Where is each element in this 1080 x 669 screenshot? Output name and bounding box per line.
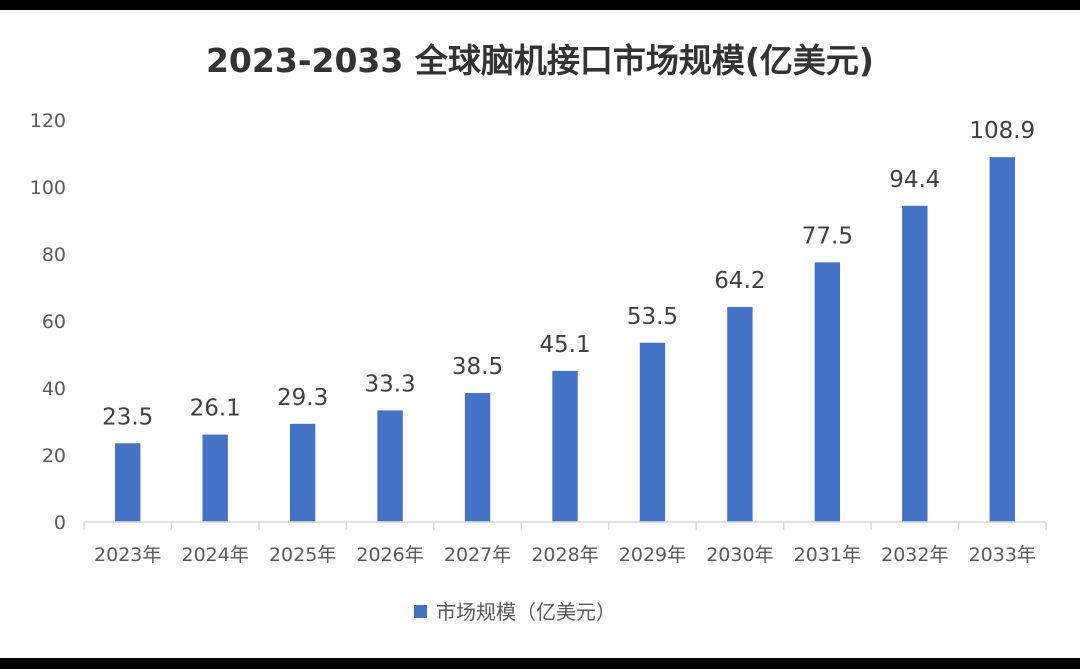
chart-frame: 2023-2033 全球脑机接口市场规模(亿美元) 0 20 40 60 80 100 12…	[0, 10, 1080, 658]
x-tick-label: 2025年	[269, 544, 336, 566]
bar	[377, 410, 403, 522]
data-label: 45.1	[539, 332, 590, 358]
y-tick-label: 100	[30, 177, 66, 199]
data-label: 64.2	[714, 268, 765, 294]
plot-area: 23.5 26.1 29.3 33.3 38.5 45.1 53.5 64.2 77.5 94.4…	[102, 118, 1035, 522]
x-tick-label: 2030年	[706, 544, 773, 566]
y-tick-label: 80	[42, 244, 66, 266]
bar	[202, 434, 228, 522]
legend-label: 市场规模（亿美元）	[436, 600, 616, 624]
x-tick-label: 2027年	[444, 544, 511, 566]
bar	[902, 205, 928, 522]
x-tick-label: 2033年	[969, 544, 1036, 566]
data-label: 29.3	[277, 385, 328, 411]
y-tick-label: 120	[30, 110, 66, 132]
x-tick-label: 2026年	[356, 544, 423, 566]
x-tick-label: 2028年	[531, 544, 598, 566]
bar-chart: 2023-2033 全球脑机接口市场规模(亿美元) 0 20 40 60 80 100 12…	[30, 41, 1047, 624]
y-tick-label: 40	[42, 378, 66, 400]
legend-swatch	[414, 605, 427, 618]
x-tick-label: 2023年	[94, 544, 161, 566]
x-tick-label: 2024年	[182, 544, 249, 566]
data-label: 23.5	[102, 404, 153, 430]
bar	[464, 393, 491, 522]
data-label: 108.9	[969, 118, 1035, 144]
bar	[727, 306, 753, 522]
data-label: 53.5	[627, 304, 678, 330]
bar	[552, 370, 578, 522]
legend: 市场规模（亿美元）	[414, 600, 616, 624]
data-label: 77.5	[802, 223, 853, 249]
x-axis: 2023年 2024年 2025年 2026年 2027年 2028年 2029年 2030年…	[83, 521, 1047, 566]
data-label: 33.3	[364, 371, 415, 397]
bar	[289, 423, 316, 522]
data-label: 94.4	[889, 167, 940, 193]
x-tick-label: 2029年	[619, 544, 686, 566]
data-label: 26.1	[190, 396, 241, 422]
y-tick-label: 60	[42, 311, 66, 333]
bar	[989, 157, 1015, 522]
y-tick-label: 0	[54, 512, 66, 534]
x-tick-label: 2032年	[881, 544, 948, 566]
y-tick-label: 20	[42, 445, 66, 467]
y-axis-ticks: 0 20 40 60 80 100 120	[30, 110, 66, 534]
bar	[814, 262, 841, 522]
data-label: 38.5	[452, 354, 503, 380]
chart-title: 2023-2033 全球脑机接口市场规模(亿美元)	[206, 41, 874, 80]
bar	[639, 342, 666, 522]
bar	[115, 443, 141, 522]
x-tick-label: 2031年	[794, 544, 861, 566]
